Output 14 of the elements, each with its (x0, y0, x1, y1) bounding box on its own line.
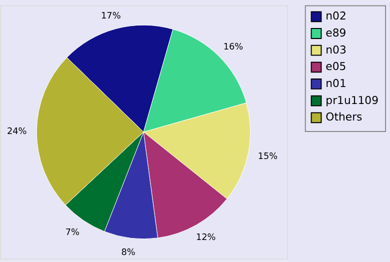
legend-label: n01 (326, 76, 346, 90)
data-label: 8% (121, 248, 136, 258)
data-label: 12% (196, 233, 216, 244)
legend-label: e05 (326, 60, 346, 74)
data-label: 24% (6, 126, 27, 137)
legend-label: e89 (326, 26, 346, 40)
legend-label: n02 (326, 10, 346, 23)
data-label: 7% (65, 228, 80, 238)
legend-label: Others (326, 110, 363, 124)
legend-label: pr1u1109 (326, 94, 379, 107)
data-label: 16% (223, 42, 244, 53)
data-label: 15% (258, 152, 278, 162)
data-label: 17% (101, 11, 121, 22)
legend-label: n03 (326, 43, 346, 56)
